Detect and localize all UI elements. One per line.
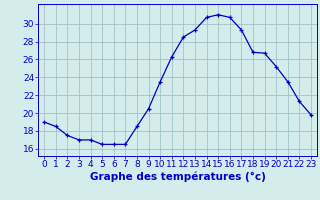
X-axis label: Graphe des températures (°c): Graphe des températures (°c): [90, 172, 266, 182]
